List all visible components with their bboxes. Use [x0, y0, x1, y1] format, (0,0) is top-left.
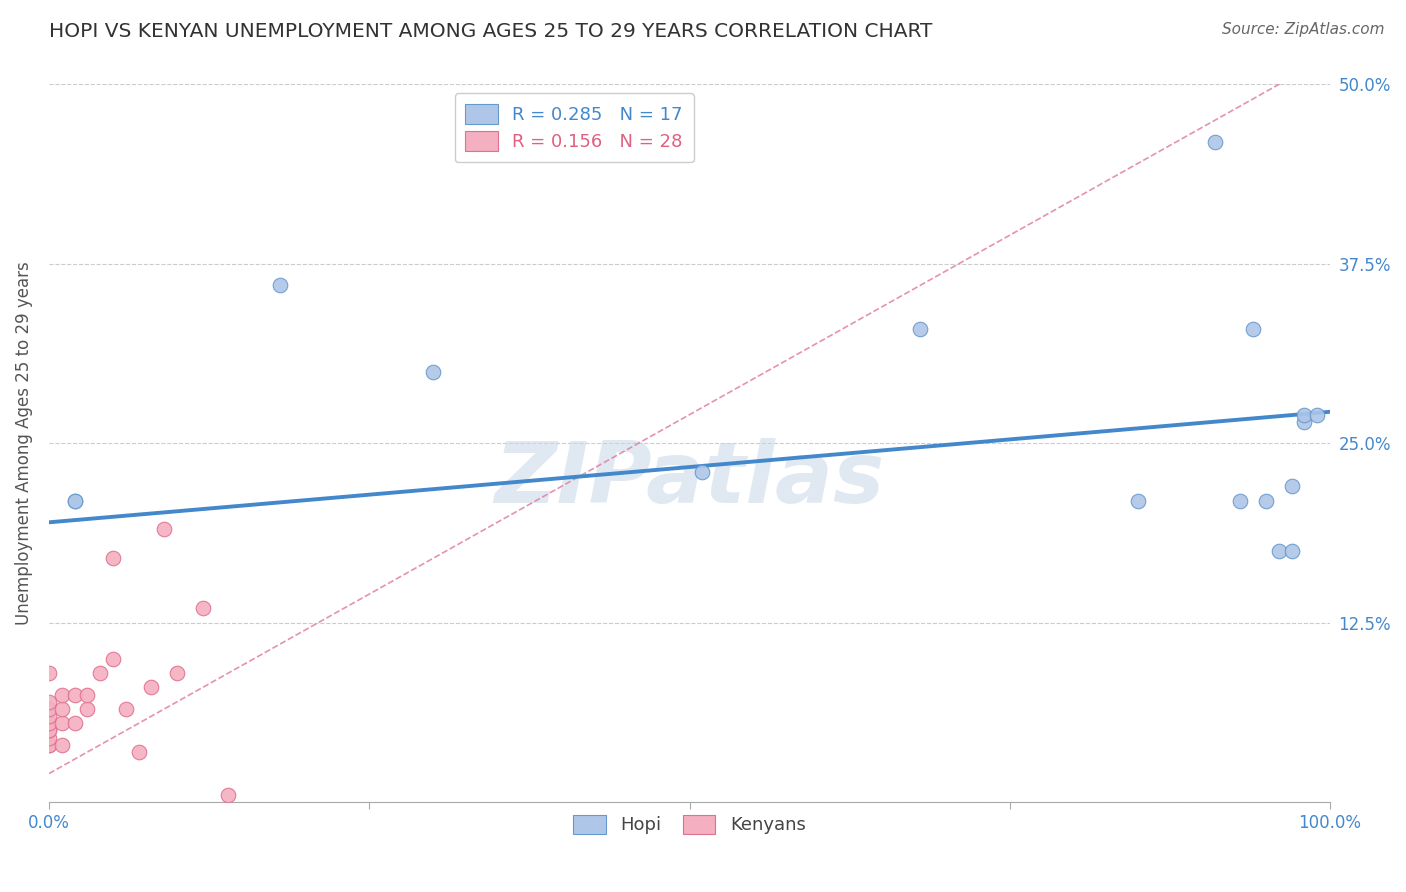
Text: Source: ZipAtlas.com: Source: ZipAtlas.com	[1222, 22, 1385, 37]
Point	[63, 688, 86, 702]
Point	[217, 788, 239, 802]
Point	[38, 738, 60, 752]
Point	[101, 551, 124, 566]
Point	[1229, 493, 1251, 508]
Point	[38, 702, 60, 716]
Point	[153, 523, 176, 537]
Point	[1204, 135, 1226, 149]
Point	[692, 465, 714, 479]
Point	[1268, 544, 1291, 558]
Point	[1241, 321, 1264, 335]
Point	[38, 723, 60, 738]
Point	[1281, 544, 1303, 558]
Point	[89, 666, 111, 681]
Point	[38, 709, 60, 723]
Point	[63, 716, 86, 731]
Point	[141, 681, 163, 695]
Point	[51, 716, 73, 731]
Point	[38, 666, 60, 681]
Point	[38, 716, 60, 731]
Point	[63, 493, 86, 508]
Point	[76, 688, 98, 702]
Point	[76, 702, 98, 716]
Point	[269, 278, 291, 293]
Point	[1294, 408, 1316, 422]
Text: HOPI VS KENYAN UNEMPLOYMENT AMONG AGES 25 TO 29 YEARS CORRELATION CHART: HOPI VS KENYAN UNEMPLOYMENT AMONG AGES 2…	[49, 22, 932, 41]
Point	[63, 493, 86, 508]
Point	[101, 651, 124, 665]
Point	[51, 738, 73, 752]
Point	[38, 695, 60, 709]
Point	[166, 666, 188, 681]
Text: ZIPatlas: ZIPatlas	[495, 438, 884, 521]
Point	[908, 321, 931, 335]
Point	[191, 601, 214, 615]
Point	[38, 738, 60, 752]
Point	[128, 745, 150, 759]
Point	[114, 702, 136, 716]
Point	[1281, 479, 1303, 493]
Point	[51, 702, 73, 716]
Legend: Hopi, Kenyans: Hopi, Kenyans	[564, 805, 815, 844]
Point	[51, 688, 73, 702]
Point	[1126, 493, 1149, 508]
Point	[1254, 493, 1277, 508]
Point	[422, 365, 444, 379]
Point	[1306, 408, 1329, 422]
Point	[38, 723, 60, 738]
Point	[38, 731, 60, 745]
Point	[1294, 415, 1316, 429]
Y-axis label: Unemployment Among Ages 25 to 29 years: Unemployment Among Ages 25 to 29 years	[15, 261, 32, 625]
